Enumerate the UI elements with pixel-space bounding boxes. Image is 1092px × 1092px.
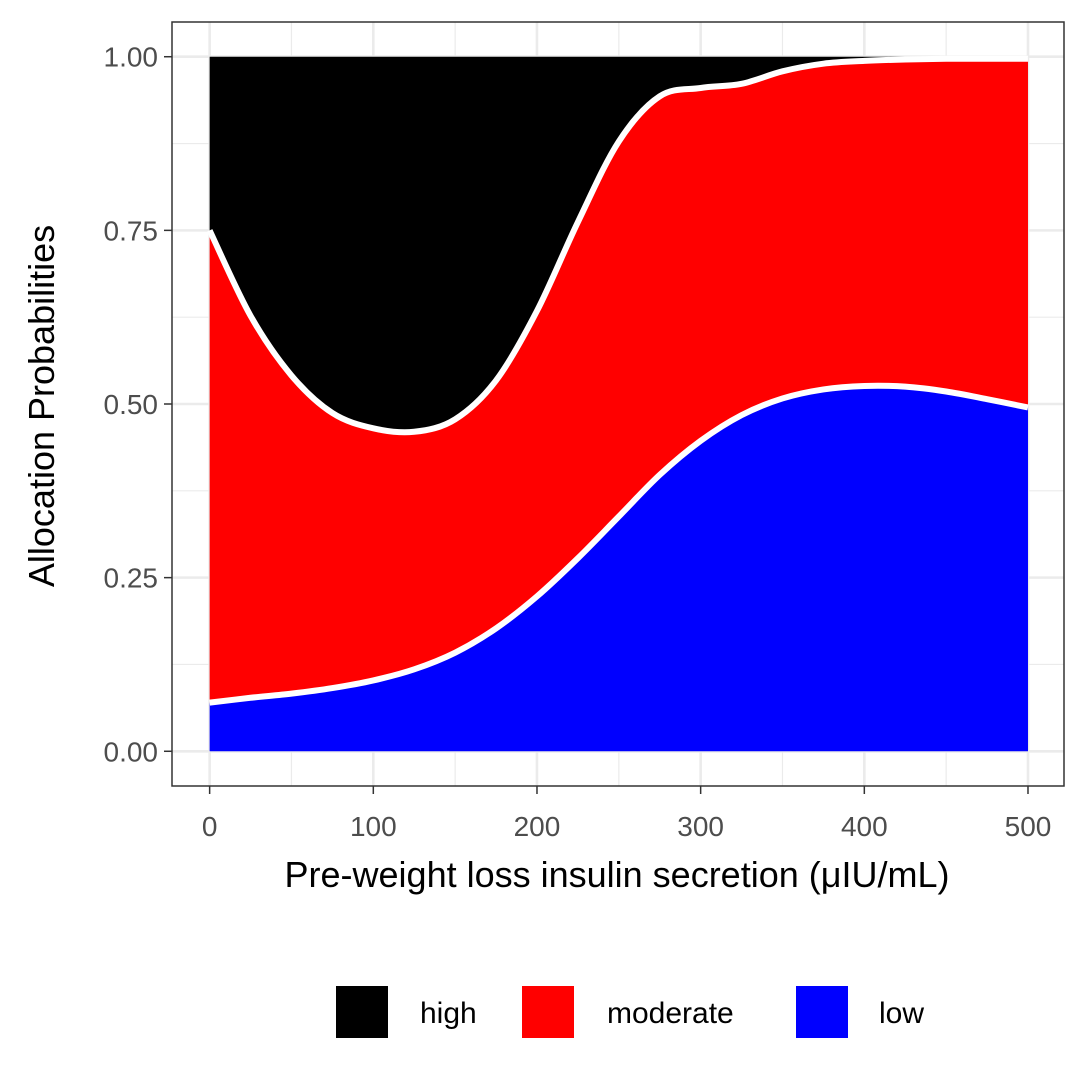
area-moderate bbox=[209, 58, 1028, 703]
legend-label-low: low bbox=[879, 997, 924, 1030]
x-axis-title: Pre-weight loss insulin secretion (μIU/m… bbox=[285, 854, 950, 895]
area-high bbox=[209, 56, 1028, 433]
legend: high moderate low bbox=[336, 986, 924, 1038]
legend-label-moderate: moderate bbox=[607, 997, 734, 1030]
x-tick-label: 100 bbox=[350, 811, 397, 842]
y-tick-label: 1.00 bbox=[104, 42, 159, 73]
y-tick-label: 0.75 bbox=[104, 215, 159, 246]
area-low bbox=[209, 385, 1028, 752]
x-tick-label: 400 bbox=[841, 811, 888, 842]
x-tick-label: 0 bbox=[202, 811, 218, 842]
x-tick-label: 300 bbox=[677, 811, 724, 842]
boundary-low-moderate bbox=[209, 382, 1029, 706]
x-tick-label: 500 bbox=[1005, 811, 1052, 842]
legend-key-low bbox=[796, 986, 848, 1038]
boundary-moderate-high bbox=[206, 55, 1028, 436]
x-axis-ticks: 0 100 200 300 400 500 bbox=[202, 786, 1051, 842]
y-tick-label: 0.50 bbox=[104, 389, 159, 420]
y-axis-title: Allocation Probabilities bbox=[21, 225, 62, 587]
x-tick-label: 200 bbox=[514, 811, 561, 842]
legend-label-high: high bbox=[420, 997, 477, 1030]
y-tick-label: 0.00 bbox=[104, 736, 159, 767]
stacked-areas bbox=[209, 56, 1028, 752]
series-boundary-lines bbox=[206, 55, 1029, 706]
y-axis-ticks: 0.00 0.25 0.50 0.75 1.00 bbox=[104, 42, 172, 767]
y-tick-label: 0.25 bbox=[104, 563, 159, 594]
legend-key-moderate bbox=[522, 986, 574, 1038]
legend-key-high bbox=[336, 986, 388, 1038]
